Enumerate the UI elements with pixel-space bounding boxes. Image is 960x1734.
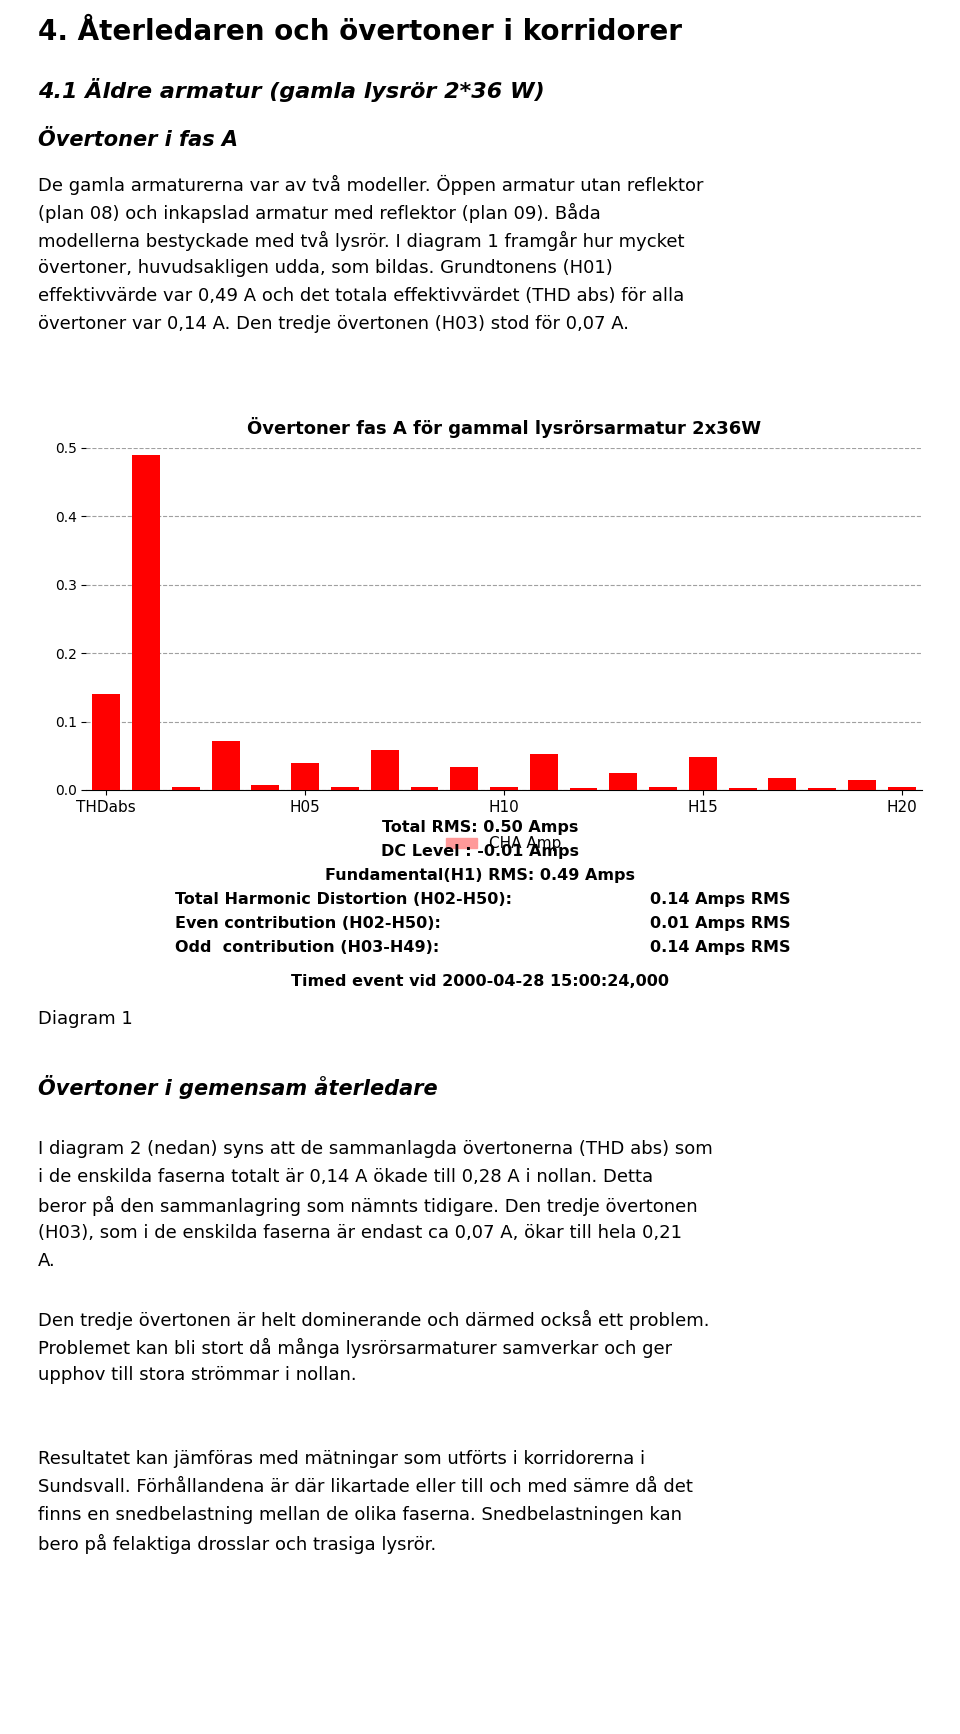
Bar [888,787,916,791]
Bar [291,763,319,791]
Text: De gamla armaturerna var av två modeller. Öppen armatur utan reflektor: De gamla armaturerna var av två modeller… [38,175,704,196]
Legend: CHA Amp: CHA Amp [441,831,567,858]
Bar [371,751,398,791]
Bar [729,787,756,791]
Text: Övertoner i gemensam återledare: Övertoner i gemensam återledare [38,1075,438,1099]
Text: Total RMS: 0.50 Amps: Total RMS: 0.50 Amps [382,820,578,836]
Bar [610,773,637,791]
Text: upphov till stora strömmar i nollan.: upphov till stora strömmar i nollan. [38,1366,356,1384]
Bar [211,742,239,791]
Bar [450,768,478,791]
Text: (plan 08) och inkapslad armatur med reflektor (plan 09). Båda: (plan 08) och inkapslad armatur med refl… [38,203,601,224]
Text: beror på den sammanlagring som nämnts tidigare. Den tredje övertonen: beror på den sammanlagring som nämnts ti… [38,1196,698,1216]
Text: Total Harmonic Distortion (H02-H50):: Total Harmonic Distortion (H02-H50): [175,891,512,907]
Bar [172,787,200,791]
Text: 0.14 Amps RMS: 0.14 Amps RMS [650,940,790,955]
Text: Den tredje övertonen är helt dominerande och därmed också ett problem.: Den tredje övertonen är helt dominerande… [38,1309,709,1330]
Bar [92,694,120,791]
Text: 4. Återledaren och övertoner i korridorer: 4. Återledaren och övertoner i korridore… [38,17,682,47]
Text: övertoner, huvudsakligen udda, som bildas. Grundtonens (H01): övertoner, huvudsakligen udda, som bilda… [38,258,612,277]
Text: Timed event vid 2000-04-28 15:00:24,000: Timed event vid 2000-04-28 15:00:24,000 [291,975,669,988]
Bar [252,784,279,791]
Text: Even contribution (H02-H50):: Even contribution (H02-H50): [175,916,441,931]
Text: A.: A. [38,1252,56,1269]
Bar [411,787,439,791]
Text: 4.1 Äldre armatur (gamla lysrör 2*36 W): 4.1 Äldre armatur (gamla lysrör 2*36 W) [38,78,544,102]
Text: övertoner var 0,14 A. Den tredje övertonen (H03) stod för 0,07 A.: övertoner var 0,14 A. Den tredje överton… [38,316,629,333]
Bar [530,754,558,791]
Bar [649,787,677,791]
Bar [132,454,160,791]
Text: 0.14 Amps RMS: 0.14 Amps RMS [650,891,790,907]
Bar [331,787,359,791]
Text: Problemet kan bli stort då många lysrörsarmaturer samverkar och ger: Problemet kan bli stort då många lysrörs… [38,1339,672,1358]
Text: Odd  contribution (H03-H49):: Odd contribution (H03-H49): [175,940,440,955]
Text: Övertoner i fas A: Övertoner i fas A [38,130,238,151]
Text: bero på felaktiga drosslar och trasiga lysrör.: bero på felaktiga drosslar och trasiga l… [38,1535,436,1554]
Text: i de enskilda faserna totalt är 0,14 A ökade till 0,28 A i nollan. Detta: i de enskilda faserna totalt är 0,14 A ö… [38,1169,653,1186]
Bar [689,758,717,791]
Bar [808,787,836,791]
Bar [848,780,876,791]
Text: 0.01 Amps RMS: 0.01 Amps RMS [650,916,790,931]
Bar [490,787,517,791]
Text: modellerna bestyckade med två lysrör. I diagram 1 framgår hur mycket: modellerna bestyckade med två lysrör. I … [38,231,684,251]
Text: Diagram 1: Diagram 1 [38,1009,132,1028]
Title: Övertoner fas A för gammal lysrörsarmatur 2x36W: Övertoner fas A för gammal lysrörsarmatu… [247,418,761,439]
Text: effektivvärde var 0,49 A och det totala effektivvärdet (THD abs) för alla: effektivvärde var 0,49 A och det totala … [38,288,684,305]
Text: DC Level : -0.01 Amps: DC Level : -0.01 Amps [381,844,579,858]
Text: Sundsvall. Förhållandena är där likartade eller till och med sämre då det: Sundsvall. Förhållandena är där likartad… [38,1477,693,1496]
Bar [768,777,796,791]
Text: finns en snedbelastning mellan de olika faserna. Snedbelastningen kan: finns en snedbelastning mellan de olika … [38,1507,682,1524]
Text: Resultatet kan jämföras med mätningar som utförts i korridorerna i: Resultatet kan jämföras med mätningar so… [38,1450,645,1469]
Text: (H03), som i de enskilda faserna är endast ca 0,07 A, ökar till hela 0,21: (H03), som i de enskilda faserna är enda… [38,1224,682,1242]
Text: I diagram 2 (nedan) syns att de sammanlagda övertonerna (THD abs) som: I diagram 2 (nedan) syns att de sammanla… [38,1139,712,1158]
Bar [569,787,597,791]
Text: Fundamental(H1) RMS: 0.49 Amps: Fundamental(H1) RMS: 0.49 Amps [325,869,635,883]
